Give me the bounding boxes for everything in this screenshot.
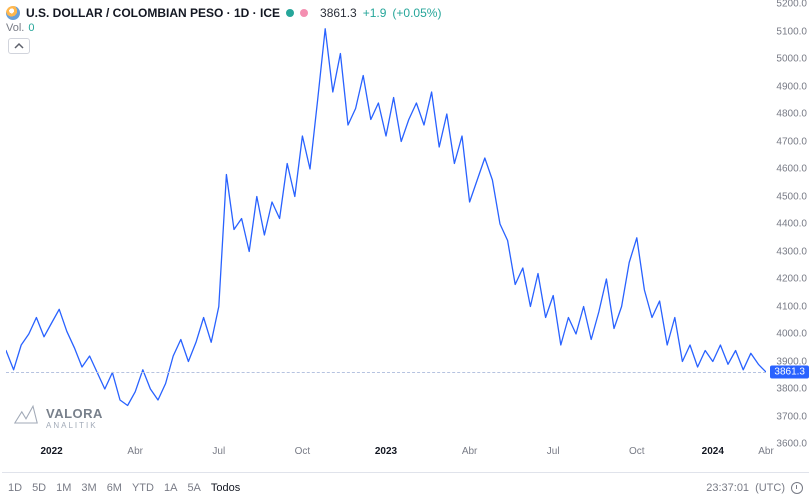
x-tick: Abr: [462, 446, 478, 457]
clock: 23:37:01 (UTC): [706, 482, 803, 494]
watermark-line2: ANALITIK: [46, 421, 103, 430]
watermark-logo: VALORA ANALITIK: [12, 402, 103, 430]
range-option[interactable]: 3M: [81, 482, 96, 494]
y-tick: 4200.0: [776, 274, 807, 285]
x-axis[interactable]: 2022AbrJulOct2023AbrJulOct2024Abr: [6, 446, 766, 462]
range-option[interactable]: 5D: [32, 482, 46, 494]
range-option[interactable]: Todos: [211, 482, 240, 494]
x-tick: Oct: [629, 446, 645, 457]
y-tick: 4500.0: [776, 191, 807, 202]
y-tick: 5200.0: [776, 0, 807, 10]
range-option[interactable]: 1D: [8, 482, 22, 494]
range-option[interactable]: YTD: [132, 482, 154, 494]
x-tick: Abr: [758, 446, 774, 457]
y-tick: 3600.0: [776, 439, 807, 450]
y-tick: 4300.0: [776, 246, 807, 257]
price-tag: 3861.3: [770, 366, 809, 379]
watermark-line1: VALORA: [46, 406, 103, 421]
x-tick: 2023: [375, 446, 397, 457]
y-tick: 4700.0: [776, 136, 807, 147]
price-line: [6, 29, 766, 406]
y-tick: 5000.0: [776, 54, 807, 65]
y-tick: 4000.0: [776, 329, 807, 340]
y-tick: 5100.0: [776, 26, 807, 37]
y-tick: 4800.0: [776, 109, 807, 120]
range-option[interactable]: 5A: [187, 482, 200, 494]
x-tick: Abr: [127, 446, 143, 457]
current-price-line: [6, 372, 766, 373]
range-selector: 1D 5D 1M 3M 6M YTD 1A 5A Todos: [8, 482, 240, 494]
x-tick: 2022: [40, 446, 62, 457]
y-tick: 3700.0: [776, 411, 807, 422]
clock-tz: (UTC): [755, 482, 785, 494]
y-tick: 4600.0: [776, 164, 807, 175]
x-tick: 2024: [702, 446, 724, 457]
price-chart[interactable]: [6, 4, 766, 444]
range-option[interactable]: 1M: [56, 482, 71, 494]
chart-footer: 1D 5D 1M 3M 6M YTD 1A 5A Todos 23:37:01 (UTC): [2, 472, 809, 502]
x-tick: Oct: [295, 446, 311, 457]
y-tick: 3800.0: [776, 384, 807, 395]
x-tick: Jul: [547, 446, 560, 457]
y-tick: 4900.0: [776, 81, 807, 92]
y-tick: 4400.0: [776, 219, 807, 230]
range-option[interactable]: 1A: [164, 482, 177, 494]
y-axis[interactable]: 5200.05100.05000.04900.04800.04700.04600…: [766, 4, 811, 444]
clock-time: 23:37:01: [706, 482, 749, 494]
y-tick: 4100.0: [776, 301, 807, 312]
x-tick: Jul: [212, 446, 225, 457]
range-option[interactable]: 6M: [107, 482, 122, 494]
clock-icon: [791, 482, 803, 494]
